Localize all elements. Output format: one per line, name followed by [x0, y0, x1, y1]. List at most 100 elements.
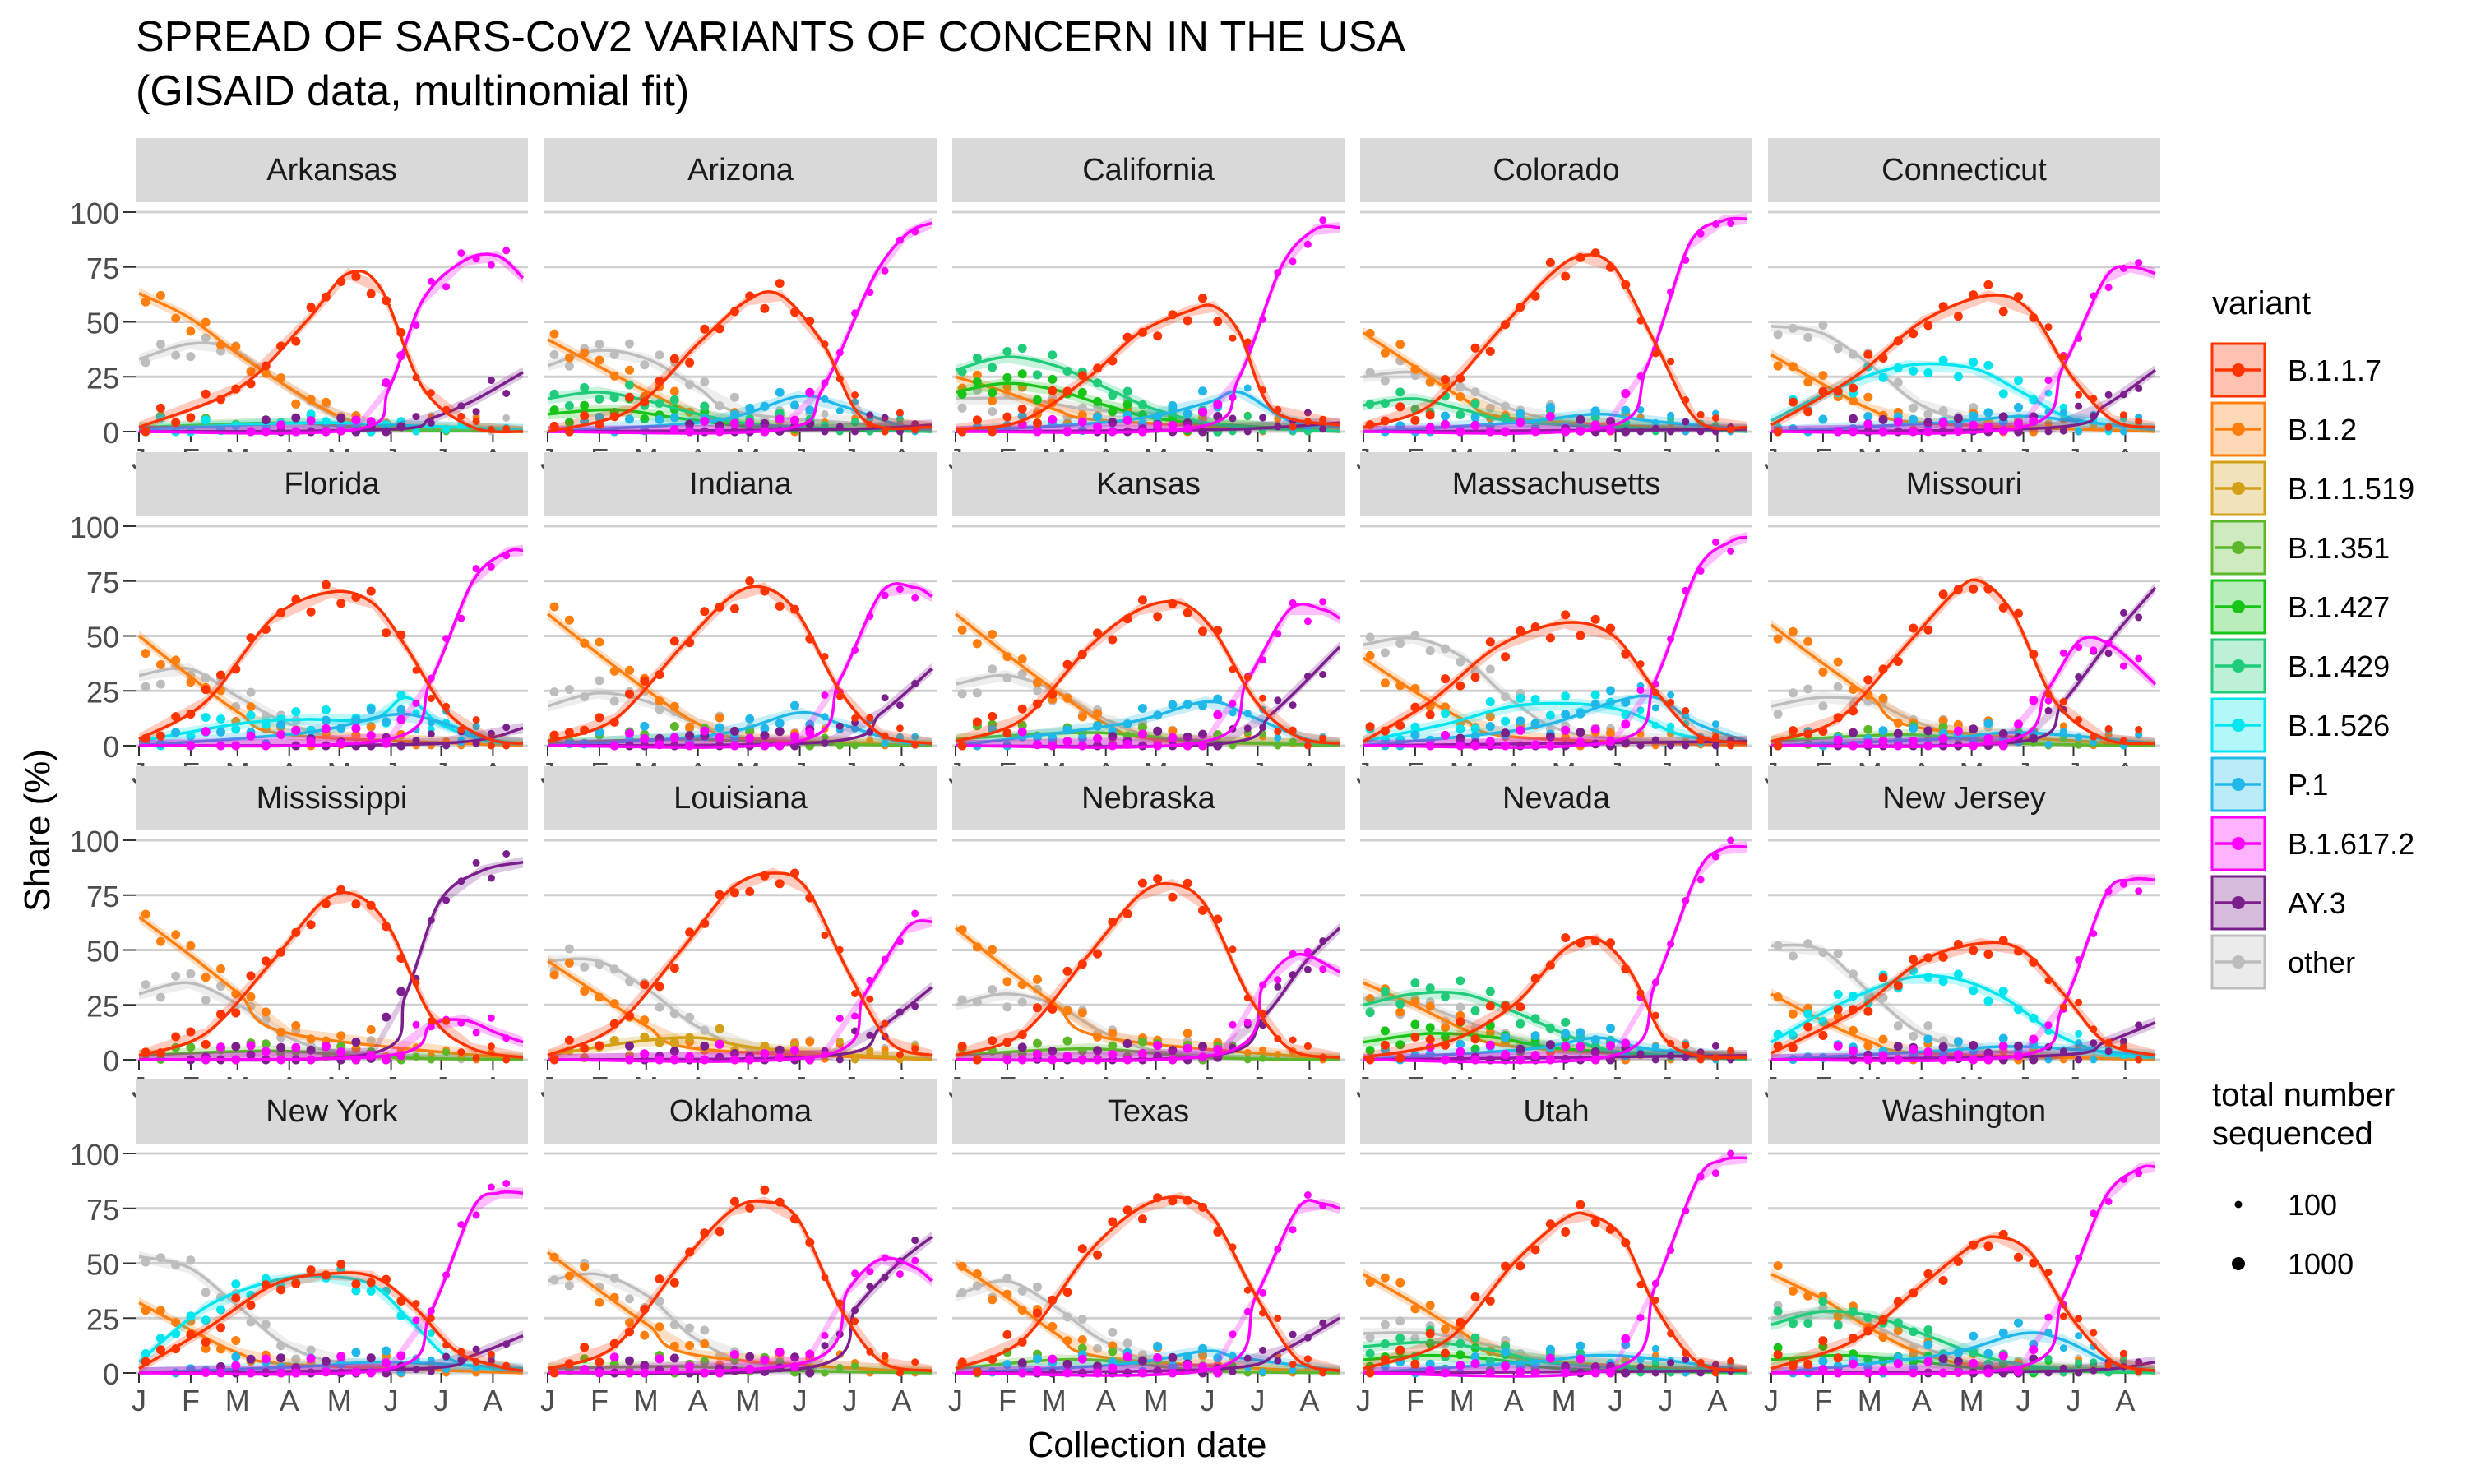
observed-point — [988, 1036, 997, 1046]
observed-point — [625, 339, 634, 349]
observed-point — [1456, 392, 1465, 402]
observed-point — [1849, 741, 1858, 751]
facet-label: Louisiana — [673, 781, 808, 816]
x-tick-label: A — [280, 1384, 299, 1417]
observed-point — [669, 701, 679, 711]
observed-point — [1213, 694, 1223, 704]
observed-point — [1773, 1261, 1783, 1271]
observed-point — [1863, 419, 1873, 429]
observed-point — [412, 413, 420, 421]
observed-point — [957, 925, 967, 935]
observed-point — [1833, 735, 1843, 745]
observed-point — [1470, 1055, 1480, 1065]
observed-point — [760, 418, 770, 428]
fit-line — [955, 303, 1340, 432]
observed-point — [1983, 408, 1993, 418]
observed-point — [1727, 220, 1735, 228]
fit-line — [1770, 733, 2156, 747]
observed-point — [1863, 349, 1873, 359]
observed-point — [472, 723, 480, 731]
observed-point — [821, 713, 829, 721]
observed-point — [1062, 386, 1072, 396]
observed-point — [988, 664, 997, 674]
observed-point — [306, 303, 316, 312]
observed-point — [1893, 1297, 1903, 1306]
observed-point — [1636, 989, 1645, 997]
observed-point — [988, 985, 997, 994]
x-tick-label: J — [842, 1384, 857, 1417]
observed-point — [1969, 986, 1979, 996]
observed-point — [1501, 1361, 1511, 1371]
observed-point — [1893, 981, 1903, 991]
observed-point — [201, 1288, 211, 1297]
observed-point — [1441, 1325, 1450, 1334]
panel-arizona: ArizonaJFMAMJJA — [540, 138, 937, 476]
observed-point — [1576, 1341, 1585, 1351]
observed-point — [1303, 409, 1312, 417]
observed-point — [821, 691, 829, 699]
legend-entry-b-1-617-2: B.1.617.2 — [2210, 816, 2414, 871]
series-b-1-1-7 — [547, 576, 933, 749]
observed-point — [457, 1348, 465, 1356]
observed-point — [1122, 1205, 1132, 1215]
series-b-1-1-7 — [138, 580, 524, 750]
observed-point — [1137, 1048, 1147, 1058]
legend-label: B.1.351 — [2288, 531, 2390, 565]
observed-point — [2044, 1369, 2053, 1377]
observed-point — [2119, 608, 2127, 617]
observed-point — [1893, 657, 1903, 666]
observed-point — [1833, 427, 1843, 437]
observed-point — [1198, 1202, 1207, 1212]
observed-point — [700, 726, 710, 736]
legend-label: B.1.429 — [2288, 650, 2390, 683]
observed-point — [1243, 994, 1252, 1002]
observed-point — [472, 255, 480, 263]
panel-louisiana: LouisianaJFMAMJJA — [540, 766, 937, 1104]
observed-point — [625, 1327, 634, 1337]
observed-point — [1274, 423, 1282, 431]
observed-point — [1395, 340, 1405, 349]
observed-point — [1833, 1320, 1843, 1330]
observed-point — [655, 1322, 664, 1332]
observed-point — [957, 427, 967, 437]
observed-point — [669, 1341, 679, 1351]
observed-point — [655, 740, 664, 750]
observed-point — [2059, 409, 2067, 417]
observed-point — [1259, 981, 1267, 989]
confidence-band — [1363, 213, 1747, 432]
observed-point — [1198, 1052, 1207, 1062]
observed-point — [1441, 644, 1450, 654]
observed-point — [1168, 400, 1178, 410]
observed-point — [1470, 413, 1480, 423]
observed-point — [2104, 1361, 2113, 1369]
observed-point — [640, 1032, 650, 1042]
observed-point — [1636, 706, 1645, 714]
observed-point — [276, 373, 286, 383]
observed-point — [821, 733, 829, 742]
observed-point — [685, 1323, 695, 1333]
observed-point — [1425, 1301, 1435, 1311]
observed-point — [155, 1345, 165, 1355]
observed-point — [396, 328, 406, 337]
observed-point — [805, 1349, 815, 1359]
observed-point — [1395, 639, 1405, 649]
observed-point — [866, 421, 874, 428]
observed-point — [1983, 360, 1993, 370]
observed-point — [1667, 1052, 1675, 1060]
observed-point — [1485, 697, 1495, 707]
observed-point — [1818, 1365, 1828, 1375]
observed-point — [1667, 940, 1675, 948]
observed-point — [1909, 403, 1919, 413]
x-tick-label: J — [793, 1384, 808, 1417]
observed-point — [1696, 567, 1705, 575]
observed-point — [1441, 1348, 1450, 1358]
fit-line — [547, 221, 933, 435]
observed-point — [549, 602, 559, 612]
observed-point — [1380, 1320, 1390, 1329]
observed-point — [745, 733, 755, 743]
observed-point — [427, 674, 435, 682]
observed-point — [1289, 701, 1297, 710]
observed-point — [1636, 428, 1645, 436]
